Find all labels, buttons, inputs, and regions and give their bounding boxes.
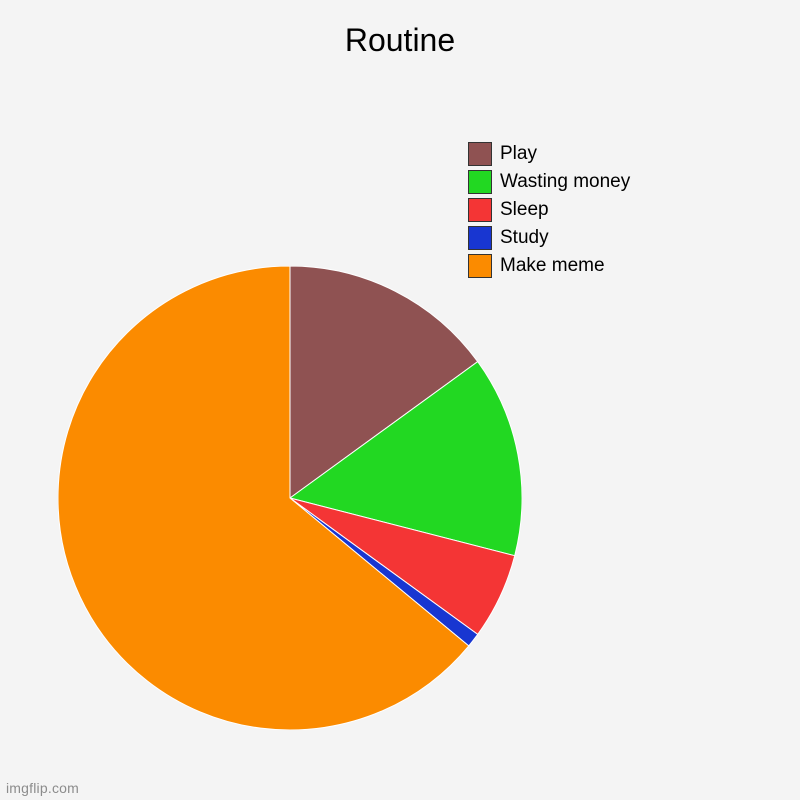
legend-swatch bbox=[468, 254, 492, 278]
legend-label: Play bbox=[500, 143, 537, 165]
legend-swatch bbox=[468, 198, 492, 222]
watermark: imgflip.com bbox=[6, 780, 79, 796]
pie-svg bbox=[58, 266, 522, 730]
chart-title: Routine bbox=[0, 22, 800, 59]
legend-label: Wasting money bbox=[500, 171, 630, 193]
legend-swatch bbox=[468, 142, 492, 166]
legend-item: Study bbox=[468, 226, 630, 250]
legend-item: Wasting money bbox=[468, 170, 630, 194]
legend-label: Sleep bbox=[500, 199, 549, 221]
legend-label: Make meme bbox=[500, 255, 605, 277]
legend-swatch bbox=[468, 170, 492, 194]
chart-canvas: Routine Play Wasting money Sleep Study Make … bbox=[0, 0, 800, 800]
legend-swatch bbox=[468, 226, 492, 250]
legend-item: Make meme bbox=[468, 254, 630, 278]
legend-item: Play bbox=[468, 142, 630, 166]
legend: Play Wasting money Sleep Study Make meme bbox=[468, 142, 630, 282]
pie-chart bbox=[58, 266, 522, 730]
legend-item: Sleep bbox=[468, 198, 630, 222]
legend-label: Study bbox=[500, 227, 549, 249]
